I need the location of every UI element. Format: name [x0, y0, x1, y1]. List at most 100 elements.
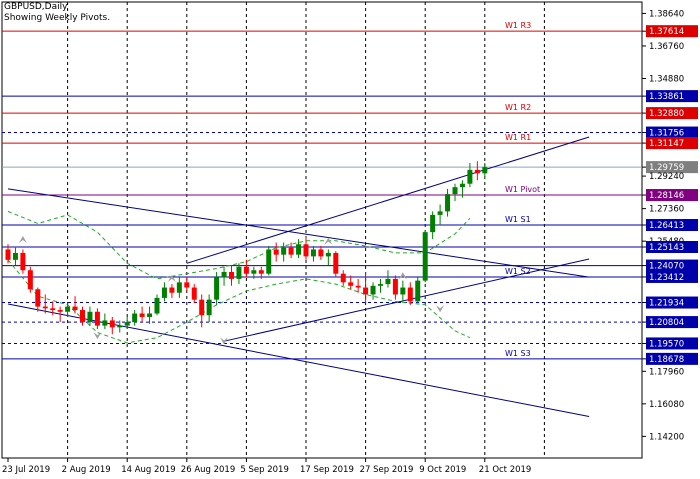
x-axis-tick-label: 23 Jul 2019 — [2, 465, 50, 475]
price-level-tag-text: 1.18678 — [649, 355, 684, 365]
price-level-tag-text: 1.24070 — [649, 262, 684, 272]
y-axis-tick-label: 1.36760 — [649, 42, 684, 52]
bear-candle-body — [184, 282, 190, 288]
bear-candle-body — [80, 310, 85, 323]
y-axis-tick-label: 1.34880 — [649, 74, 684, 84]
price-level-tag — [646, 337, 698, 350]
bear-candle-body — [42, 306, 48, 309]
bear-candle-body — [288, 247, 294, 255]
x-axis-tick-label: 2 Aug 2019 — [62, 465, 111, 475]
bull-candle-body — [124, 322, 130, 326]
bear-candle-body — [5, 249, 11, 260]
pivot-level-label: W1 R1 — [505, 133, 531, 142]
plot-area — [2, 2, 642, 458]
bull-candle-body — [132, 313, 138, 323]
bull-candle-body — [176, 282, 182, 293]
price-level-tag — [646, 189, 698, 202]
bear-candle-body — [407, 287, 413, 302]
bull-candle-body — [251, 270, 257, 274]
bull-candle-body — [370, 285, 376, 295]
bull-candle-body — [154, 297, 160, 314]
bear-candle-body — [139, 313, 145, 317]
price-level-tag — [646, 352, 698, 365]
price-level-tag — [646, 270, 698, 283]
price-level-tag — [646, 219, 698, 232]
y-axis-tick-label: 1.38640 — [649, 9, 684, 19]
bull-candle-body — [206, 299, 212, 316]
bull-candle-body — [325, 252, 331, 257]
bear-candle-body — [355, 285, 361, 288]
bull-candle-body — [459, 183, 465, 188]
bear-candle-body — [27, 270, 33, 290]
price-level-tag-text: 1.23412 — [649, 273, 684, 283]
bull-candle-body — [310, 249, 316, 257]
fractal-arrow-up — [398, 272, 407, 280]
price-level-tag — [646, 137, 698, 150]
bear-candle-body — [348, 282, 354, 286]
bull-candle-body — [482, 167, 488, 174]
bull-candle-body — [385, 278, 391, 285]
bear-candle-body — [20, 252, 26, 271]
price-level-tag-text: 1.33861 — [649, 92, 684, 102]
x-axis-tick-label: 27 Sep 2019 — [360, 465, 414, 475]
envelope-upper-curve — [7, 210, 471, 280]
y-axis-tick-label: 1.16080 — [649, 400, 684, 410]
bear-candle-body — [72, 306, 78, 311]
price-level-tag — [646, 107, 698, 120]
price-level-tag-text: 1.26413 — [649, 221, 684, 231]
price-level-tag — [646, 126, 698, 139]
price-level-tag-text: 1.31756 — [649, 129, 684, 139]
y-axis-tick-label: 1.17960 — [649, 367, 684, 377]
trendline-upper-channel-rising — [186, 136, 590, 264]
bull-candle-body — [296, 244, 302, 255]
price-level-tag — [646, 240, 698, 253]
bull-candle-body — [12, 252, 18, 260]
fractal-arrow-up — [18, 235, 27, 243]
pivot-level-label: W1 S1 — [505, 215, 531, 224]
bull-candle-body — [430, 214, 436, 233]
bear-candle-body — [243, 266, 249, 274]
bear-candle-body — [35, 289, 41, 307]
bear-candle-body — [474, 169, 480, 174]
bear-candle-body — [229, 271, 234, 279]
bear-candle-body — [333, 252, 339, 274]
price-level-tag — [646, 296, 698, 309]
bear-candle-body — [94, 311, 100, 326]
price-level-tag-text: 1.21934 — [649, 299, 684, 309]
bear-candle-body — [303, 244, 309, 257]
x-axis-tick-label: 26 Aug 2019 — [181, 465, 235, 475]
price-level-tag — [646, 25, 698, 38]
y-axis-tick-label: 1.27360 — [649, 205, 684, 215]
bull-candle-body — [281, 247, 287, 255]
price-level-tag-text: 1.29759 — [649, 163, 684, 173]
bull-candle-body — [102, 320, 108, 326]
bear-candle-body — [258, 270, 264, 274]
price-level-tag — [646, 90, 698, 103]
bull-candle-body — [214, 277, 220, 300]
bear-candle-body — [318, 249, 324, 257]
bear-candle-body — [109, 320, 115, 328]
bull-candle-body — [221, 271, 227, 278]
bull-candle-body — [266, 249, 272, 274]
bull-candle-body — [236, 266, 242, 279]
bear-candle-body — [392, 278, 398, 295]
fractal-arrow-down — [93, 332, 102, 340]
fractal-arrow-up — [324, 237, 333, 245]
bull-candle-body — [445, 194, 451, 212]
bull-candle-body — [147, 313, 153, 317]
price-level-tag — [646, 316, 698, 329]
fractal-arrow-up — [167, 274, 176, 282]
plot-frame — [1, 1, 643, 459]
pivot-level-label: W1 R2 — [505, 103, 531, 112]
price-level-tag-text: 1.37614 — [649, 27, 684, 37]
bull-candle-body — [467, 169, 473, 184]
bull-candle-body — [437, 211, 443, 215]
bear-candle-body — [169, 287, 175, 293]
bear-candle-body — [340, 273, 346, 283]
bear-candle-body — [363, 287, 369, 295]
price-level-tag-text: 1.32880 — [649, 109, 684, 119]
price-level-tag — [646, 161, 698, 174]
